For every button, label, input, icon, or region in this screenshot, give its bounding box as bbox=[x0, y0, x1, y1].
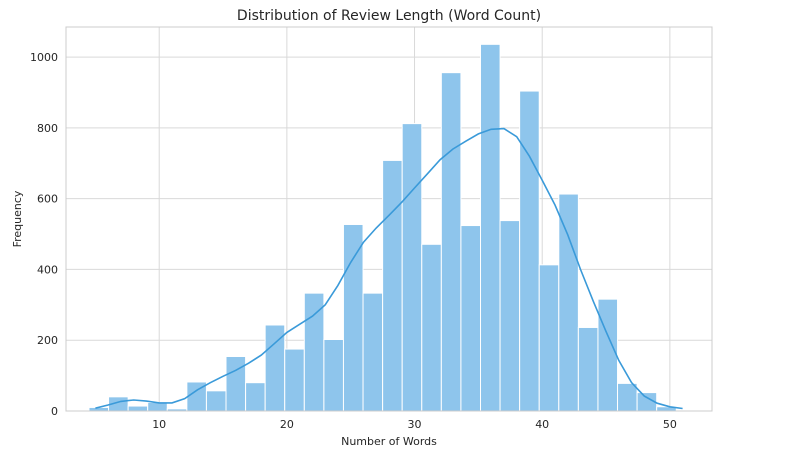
chart-title: Distribution of Review Length (Word Coun… bbox=[237, 8, 541, 24]
y-tick-label: 200 bbox=[37, 334, 58, 347]
histogram-bar bbox=[401, 123, 423, 412]
histogram-bar bbox=[342, 223, 364, 412]
x-tick-label: 30 bbox=[408, 418, 422, 431]
histogram-bar bbox=[558, 193, 579, 412]
histogram-bar bbox=[323, 339, 344, 412]
histogram-bar bbox=[205, 390, 227, 412]
y-tick-labels: 0 200 400 600 800 1000 bbox=[30, 51, 58, 418]
histogram-bar bbox=[147, 402, 168, 412]
histogram-bar bbox=[382, 159, 403, 412]
histogram-bar bbox=[421, 243, 442, 412]
plot-frame bbox=[65, 26, 713, 412]
y-tick-label: 0 bbox=[51, 405, 58, 418]
histogram-bar bbox=[617, 382, 638, 412]
histogram-bar bbox=[127, 405, 149, 412]
y-tick-label: 600 bbox=[37, 193, 58, 206]
kde-curve bbox=[95, 127, 683, 410]
y-tick-label: 1000 bbox=[30, 51, 58, 64]
histogram-bar bbox=[362, 292, 384, 412]
histogram-bar bbox=[245, 382, 266, 412]
histogram-bar bbox=[597, 298, 619, 412]
histogram-bar bbox=[519, 90, 540, 412]
x-axis-label: Number of Words bbox=[341, 435, 437, 448]
histogram-bar bbox=[303, 292, 325, 412]
x-tick-label: 10 bbox=[152, 418, 166, 431]
y-tick-label: 800 bbox=[37, 122, 58, 135]
histogram-bar bbox=[284, 348, 305, 412]
x-tick-labels: 10 20 30 40 50 bbox=[152, 418, 677, 431]
histogram-bar bbox=[479, 43, 501, 412]
y-tick-label: 400 bbox=[37, 263, 58, 276]
x-tick-label: 50 bbox=[663, 418, 677, 431]
histogram-bar bbox=[577, 326, 599, 412]
histogram-bar bbox=[460, 225, 481, 412]
x-tick-label: 20 bbox=[280, 418, 294, 431]
histogram-bar bbox=[499, 220, 521, 412]
histogram-bar bbox=[440, 72, 462, 412]
histogram-bar bbox=[225, 355, 247, 412]
x-tick-label: 40 bbox=[535, 418, 549, 431]
histogram-bar bbox=[538, 264, 560, 412]
y-axis-label: Frequency bbox=[11, 190, 24, 247]
